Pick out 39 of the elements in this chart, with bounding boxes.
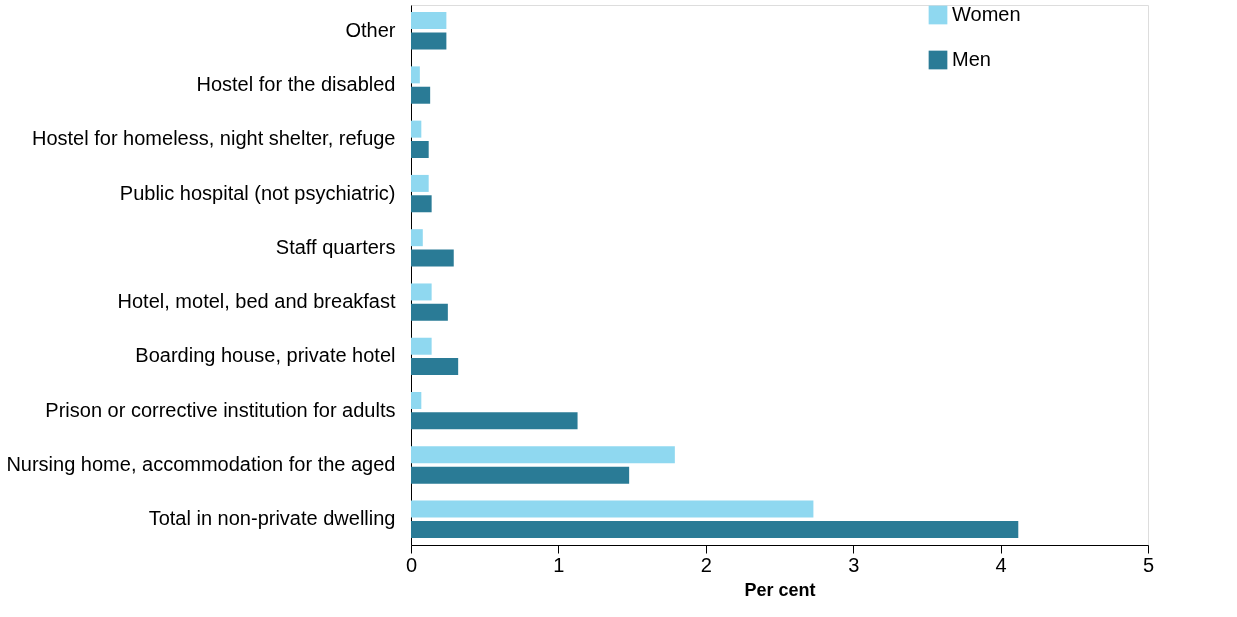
x-tick-label: 2 [700,553,712,576]
legend-label: Women [952,3,1021,25]
bar [411,358,459,376]
bar [411,500,814,518]
y-tick-label: Total in non-private dwelling [148,507,396,530]
bar [411,466,630,484]
x-tick-label: 4 [995,553,1007,576]
y-tick-label: Staff quarters [275,235,396,258]
bar [411,520,1019,538]
x-axis-title: Per cent [744,579,816,600]
bar [411,283,432,301]
bar [411,303,448,321]
bar [411,141,429,158]
x-tick-label: 5 [1142,553,1155,576]
x-tick-label: 1 [553,553,565,576]
y-tick-label: Public hospital (not psychiatric) [119,181,396,204]
bar [411,229,423,247]
y-tick-label: Nursing home, accommodation for the aged [6,452,396,475]
bar [411,249,454,267]
bar [411,86,431,104]
bar [411,120,422,138]
bar [411,392,422,409]
x-tick-label: 0 [405,553,418,576]
y-tick-label: Boarding house, private hotel [135,344,396,367]
bar [411,12,447,30]
bar [411,412,578,430]
bar [411,446,675,464]
legend-label: Men [952,48,991,70]
y-tick-label: Other [345,18,396,41]
y-tick-label: Hostel for the disabled [196,73,396,96]
bar [411,32,447,50]
bar [411,195,432,213]
x-tick-label: 3 [848,553,860,576]
bar [411,174,429,192]
bar [411,66,420,84]
bar [411,337,432,355]
y-tick-label: Hostel for homeless, night shelter, refuge [31,127,396,150]
y-tick-label: Hotel, motel, bed and breakfast [117,290,396,313]
y-tick-label: Prison or corrective institution for adults [45,398,396,421]
